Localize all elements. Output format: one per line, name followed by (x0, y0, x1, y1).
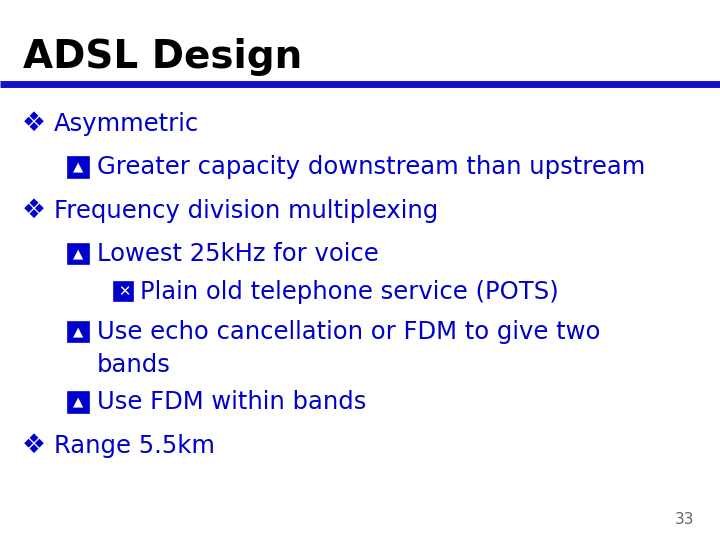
Text: ✕: ✕ (117, 284, 130, 299)
Text: Asymmetric: Asymmetric (54, 112, 199, 136)
FancyBboxPatch shape (68, 157, 89, 178)
Text: Plain old telephone service (POTS): Plain old telephone service (POTS) (140, 280, 559, 303)
Text: ▲: ▲ (73, 247, 84, 260)
Text: ❖: ❖ (22, 111, 45, 137)
Text: ❖: ❖ (22, 198, 45, 224)
Text: ADSL Design: ADSL Design (23, 38, 302, 76)
FancyBboxPatch shape (68, 244, 89, 264)
Text: ▲: ▲ (73, 326, 84, 339)
Text: Greater capacity downstream than upstream: Greater capacity downstream than upstrea… (97, 156, 645, 179)
Text: Range 5.5km: Range 5.5km (54, 434, 215, 457)
FancyBboxPatch shape (68, 392, 89, 413)
FancyBboxPatch shape (114, 282, 133, 301)
Text: 33: 33 (675, 511, 695, 526)
Text: ▲: ▲ (73, 161, 84, 174)
Text: ▲: ▲ (73, 396, 84, 409)
Text: Use echo cancellation or FDM to give two: Use echo cancellation or FDM to give two (97, 320, 600, 344)
Text: Lowest 25kHz for voice: Lowest 25kHz for voice (97, 242, 379, 266)
Text: Use FDM within bands: Use FDM within bands (97, 390, 366, 414)
FancyBboxPatch shape (68, 322, 89, 342)
Text: bands: bands (97, 353, 171, 376)
Text: Frequency division multiplexing: Frequency division multiplexing (54, 199, 438, 222)
Text: ❖: ❖ (22, 433, 45, 458)
